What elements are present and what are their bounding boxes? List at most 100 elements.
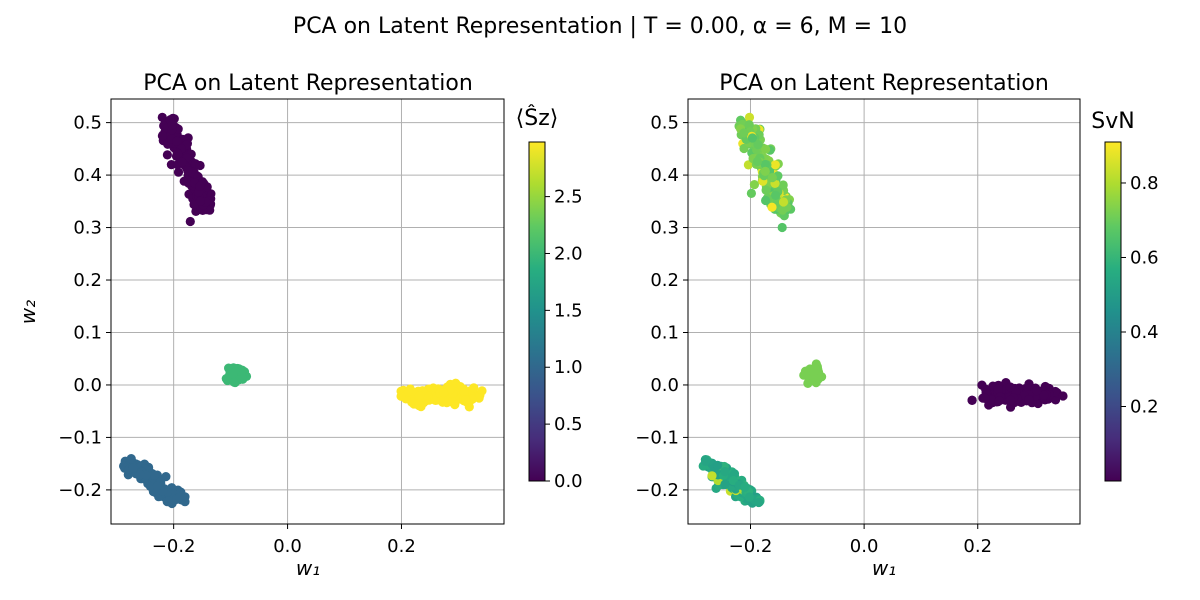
left-scatter-panel: PCA on Latent Representation −0.2 0.0 0.2 … xyxy=(16,71,583,580)
scatter-point xyxy=(760,159,770,170)
right-colorbar xyxy=(1104,141,1122,482)
right-plot-frame xyxy=(687,98,1081,525)
colorbar-tick-label: 1.0 xyxy=(554,357,583,378)
left-x-ticks: −0.2 0.0 0.2 xyxy=(152,524,416,557)
scatter-point xyxy=(185,216,195,227)
scatter-point xyxy=(135,470,145,480)
scatter-point xyxy=(980,393,990,403)
scatter-point xyxy=(459,387,469,397)
scatter-point xyxy=(739,128,749,138)
colorbar-tick-label: 0.8 xyxy=(1130,173,1159,194)
scatter-point xyxy=(162,150,172,160)
colorbar-tick-label: 0.0 xyxy=(554,471,583,492)
colorbar-tick-label: 2.0 xyxy=(554,243,583,264)
scatter-point xyxy=(396,391,406,401)
scatter-point xyxy=(173,149,183,159)
scatter-point xyxy=(1032,386,1042,396)
y-tick-label: −0.2 xyxy=(635,480,679,501)
scatter-point xyxy=(403,387,413,397)
scatter-point xyxy=(707,471,717,481)
scatter-point xyxy=(1051,395,1061,405)
y-tick-label: 0.5 xyxy=(650,113,679,134)
colorbar-tick-label: 1.5 xyxy=(554,300,583,321)
scatter-point xyxy=(767,173,777,183)
scatter-point xyxy=(477,386,487,396)
scatter-point xyxy=(746,188,757,198)
scatter-point xyxy=(1024,395,1034,405)
y-tick-label: −0.2 xyxy=(58,480,102,501)
y-tick-label: 0.0 xyxy=(650,375,679,396)
scatter-point xyxy=(770,160,780,170)
scatter-point xyxy=(414,391,425,401)
left-colorbar xyxy=(528,141,546,482)
scatter-point xyxy=(469,383,479,393)
x-tick-label: −0.2 xyxy=(729,536,773,557)
scatter-point xyxy=(228,369,238,379)
left-colorbar-ticks: 0.0 0.5 1.0 1.5 2.0 2.5 xyxy=(545,187,583,492)
scatter-point xyxy=(720,479,730,489)
scatter-point xyxy=(744,492,755,502)
colorbar-tick-label: 0.4 xyxy=(1130,322,1159,343)
scatter-point xyxy=(761,185,771,195)
y-tick-label: 0.3 xyxy=(650,218,679,239)
scatter-point xyxy=(700,456,711,466)
left-points xyxy=(119,112,487,509)
y-tick-label: 0.4 xyxy=(73,165,102,186)
scatter-point xyxy=(993,384,1003,394)
scatter-point xyxy=(808,367,819,377)
scatter-point xyxy=(720,467,730,477)
scatter-point xyxy=(172,136,182,146)
y-tick-label: −0.1 xyxy=(58,427,102,448)
scatter-point xyxy=(1005,395,1016,405)
scatter-point xyxy=(740,482,750,492)
right-scatter-panel: PCA on Latent Representation −0.2 0.0 0.2 … xyxy=(635,71,1158,580)
scatter-point xyxy=(173,167,184,177)
x-tick-label: 0.2 xyxy=(387,536,416,557)
scatter-point xyxy=(994,396,1004,406)
y-tick-label: 0.2 xyxy=(650,270,679,291)
left-x-axis-label: w₁ xyxy=(296,556,320,580)
scatter-point xyxy=(1005,382,1015,392)
left-y-axis-label: w₂ xyxy=(16,300,40,324)
scatter-point xyxy=(777,222,787,233)
right-x-axis-label: w₁ xyxy=(872,556,896,580)
scatter-point xyxy=(747,133,758,143)
scatter-point xyxy=(967,395,977,405)
y-tick-label: 0.1 xyxy=(73,322,102,343)
scatter-point xyxy=(713,460,723,470)
scatter-point xyxy=(177,157,187,167)
scatter-point xyxy=(754,497,764,508)
y-tick-label: −0.1 xyxy=(635,427,679,448)
right-x-ticks: −0.2 0.0 0.2 xyxy=(729,524,992,557)
x-tick-label: −0.2 xyxy=(152,536,196,557)
scatter-point xyxy=(749,180,760,190)
scatter-point xyxy=(752,156,763,167)
scatter-point xyxy=(1039,390,1049,400)
scatter-point xyxy=(760,166,770,176)
scatter-point xyxy=(450,400,460,410)
scatter-point xyxy=(145,481,156,492)
y-tick-label: 0.3 xyxy=(73,218,102,239)
scatter-point xyxy=(761,144,771,154)
scatter-point xyxy=(174,492,184,502)
scatter-point xyxy=(771,190,781,200)
scatter-point xyxy=(195,160,205,171)
x-tick-label: 0.0 xyxy=(850,536,879,557)
colorbar-tick-label: 0.5 xyxy=(554,414,583,435)
colorbar-tick-label: 0.6 xyxy=(1130,247,1159,268)
scatter-point xyxy=(157,131,167,141)
left-y-ticks: −0.2 −0.1 0.0 0.1 0.2 0.3 0.4 0.5 xyxy=(58,113,111,501)
scatter-point xyxy=(729,469,740,479)
right-colorbar-ticks: 0.2 0.4 0.6 0.8 xyxy=(1121,173,1159,417)
scatter-point xyxy=(778,205,788,215)
scatter-point xyxy=(461,395,471,405)
right-colorbar-label: SvN xyxy=(1091,109,1134,134)
y-tick-label: 0.1 xyxy=(650,322,679,343)
scatter-point xyxy=(439,388,449,398)
left-plot-frame xyxy=(110,98,505,525)
y-tick-label: 0.2 xyxy=(73,270,102,291)
scatter-point xyxy=(238,374,248,384)
y-tick-label: 0.0 xyxy=(73,375,102,396)
left-panel-title: PCA on Latent Representation xyxy=(143,71,473,96)
